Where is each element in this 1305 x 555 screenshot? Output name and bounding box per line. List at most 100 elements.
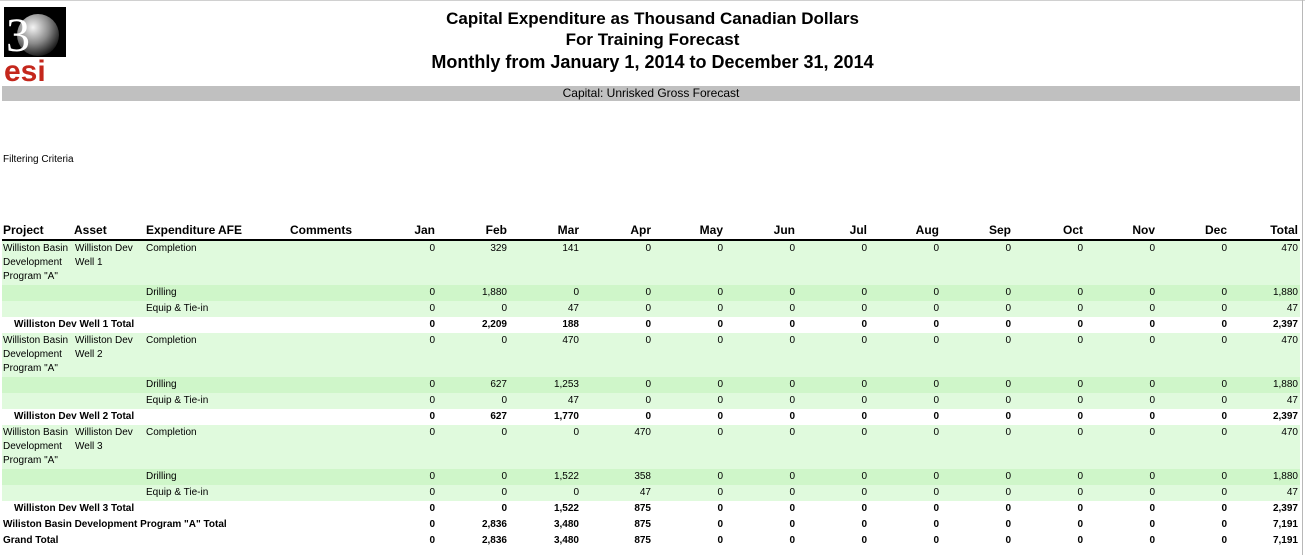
value-sep: 0 — [1005, 535, 1011, 546]
value-nov: 0 — [1149, 427, 1155, 438]
value-apr: 875 — [634, 519, 651, 530]
value-total: 470 — [1281, 427, 1298, 438]
value-may: 0 — [717, 243, 723, 254]
value-may: 0 — [717, 395, 723, 406]
col-header-total: Total — [1270, 223, 1298, 237]
table-row: Drilling 0 0 1,522 358 0 0 0 0 0 0 0 0 1,880 — [2, 469, 1300, 485]
asset-cell: Williston Dev — [75, 427, 133, 438]
table-row: Drilling 0 1,880 0 0 0 0 0 0 0 0 0 0 1,880 — [2, 285, 1300, 301]
expenditure-cell: Equip & Tie-in — [146, 395, 209, 406]
value-oct: 0 — [1077, 287, 1083, 298]
value-dec: 0 — [1221, 287, 1227, 298]
value-may: 0 — [717, 535, 723, 546]
value-dec: 0 — [1221, 535, 1227, 546]
value-nov: 0 — [1149, 287, 1155, 298]
value-feb: 0 — [501, 487, 507, 498]
value-jun: 0 — [789, 335, 795, 346]
value-oct: 0 — [1077, 471, 1083, 482]
value-jan: 0 — [429, 535, 435, 546]
value-oct: 0 — [1077, 335, 1083, 346]
value-jul: 0 — [861, 503, 867, 514]
value-jul: 0 — [861, 243, 867, 254]
value-jan: 0 — [429, 395, 435, 406]
value-aug: 0 — [933, 395, 939, 406]
value-may: 0 — [717, 519, 723, 530]
value-jul: 0 — [861, 519, 867, 530]
project-cell: Program "A" — [3, 271, 58, 282]
value-may: 0 — [717, 411, 723, 422]
value-sep: 0 — [1005, 471, 1011, 482]
value-apr: 875 — [634, 535, 651, 546]
value-jan: 0 — [429, 503, 435, 514]
report-subtitle: For Training Forecast — [565, 30, 740, 49]
value-dec: 0 — [1221, 379, 1227, 390]
col-header-comments: Comments — [290, 223, 353, 237]
value-sep: 0 — [1005, 319, 1011, 330]
value-mar: 470 — [562, 335, 579, 346]
value-sep: 0 — [1005, 287, 1011, 298]
value-jun: 0 — [789, 243, 795, 254]
value-mar: 0 — [573, 427, 579, 438]
value-mar: 1,253 — [553, 379, 579, 390]
value-aug: 0 — [933, 411, 939, 422]
value-feb: 2,836 — [481, 519, 507, 530]
table-row: Williston Basin Development Program "A" Wil… — [2, 333, 1300, 377]
value-dec: 0 — [1221, 395, 1227, 406]
value-jun: 0 — [789, 379, 795, 390]
asset-total-label: Williston Dev Well 1 Total — [14, 319, 135, 330]
value-feb: 0 — [501, 427, 507, 438]
project-cell: Program "A" — [3, 455, 58, 466]
col-header-may: May — [699, 223, 723, 237]
value-sep: 0 — [1005, 487, 1011, 498]
grand-total-label: Grand Total — [3, 535, 59, 546]
value-jun: 0 — [789, 411, 795, 422]
value-nov: 0 — [1149, 471, 1155, 482]
value-apr: 0 — [645, 287, 651, 298]
value-jul: 0 — [861, 287, 867, 298]
value-jun: 0 — [789, 503, 795, 514]
value-oct: 0 — [1077, 243, 1083, 254]
total-row: Williston Dev Well 2 Total 0 627 1,770 0 0 0 0 0… — [2, 409, 1300, 425]
table-row: Equip & Tie-in 0 0 47 0 0 0 0 0 0 0 0 0 47 — [2, 301, 1300, 317]
value-oct: 0 — [1077, 427, 1083, 438]
project-cell: Williston Basin — [3, 335, 69, 346]
value-aug: 0 — [933, 471, 939, 482]
value-dec: 0 — [1221, 427, 1227, 438]
value-nov: 0 — [1149, 335, 1155, 346]
value-nov: 0 — [1149, 243, 1155, 254]
value-feb: 1,880 — [481, 287, 507, 298]
total-row: Williston Dev Well 3 Total 0 0 1,522 875 0 0 0 0… — [2, 501, 1300, 517]
value-jan: 0 — [429, 471, 435, 482]
value-dec: 0 — [1221, 487, 1227, 498]
value-nov: 0 — [1149, 487, 1155, 498]
asset-cell: Well 3 — [75, 441, 103, 452]
total-row: Williston Dev Well 1 Total 0 2,209 188 0 0 0 0 0… — [2, 317, 1300, 333]
value-oct: 0 — [1077, 519, 1083, 530]
expenditure-cell: Drilling — [146, 287, 177, 298]
filtering-criteria-label: Filtering Criteria — [3, 154, 74, 165]
value-oct: 0 — [1077, 303, 1083, 314]
value-mar: 0 — [573, 487, 579, 498]
value-jan: 0 — [429, 335, 435, 346]
expenditure-cell: Drilling — [146, 471, 177, 482]
asset-total-label: Williston Dev Well 3 Total — [14, 503, 135, 514]
table-row: Williston Basin Development Program "A" Wil… — [2, 241, 1300, 285]
value-aug: 0 — [933, 243, 939, 254]
report-title: Capital Expenditure as Thousand Canadian… — [446, 9, 859, 28]
value-dec: 0 — [1221, 411, 1227, 422]
value-dec: 0 — [1221, 243, 1227, 254]
value-nov: 0 — [1149, 395, 1155, 406]
value-jul: 0 — [861, 471, 867, 482]
asset-cell: Well 2 — [75, 349, 103, 360]
value-total: 47 — [1286, 395, 1298, 406]
value-sep: 0 — [1005, 411, 1011, 422]
table-row: Williston Basin Development Program "A" Wil… — [2, 425, 1300, 469]
value-dec: 0 — [1221, 335, 1227, 346]
section-bar: Capital: Unrisked Gross Forecast — [2, 86, 1300, 101]
value-aug: 0 — [933, 427, 939, 438]
value-apr: 470 — [634, 427, 651, 438]
value-nov: 0 — [1149, 303, 1155, 314]
value-jan: 0 — [429, 379, 435, 390]
value-may: 0 — [717, 335, 723, 346]
value-jul: 0 — [861, 335, 867, 346]
